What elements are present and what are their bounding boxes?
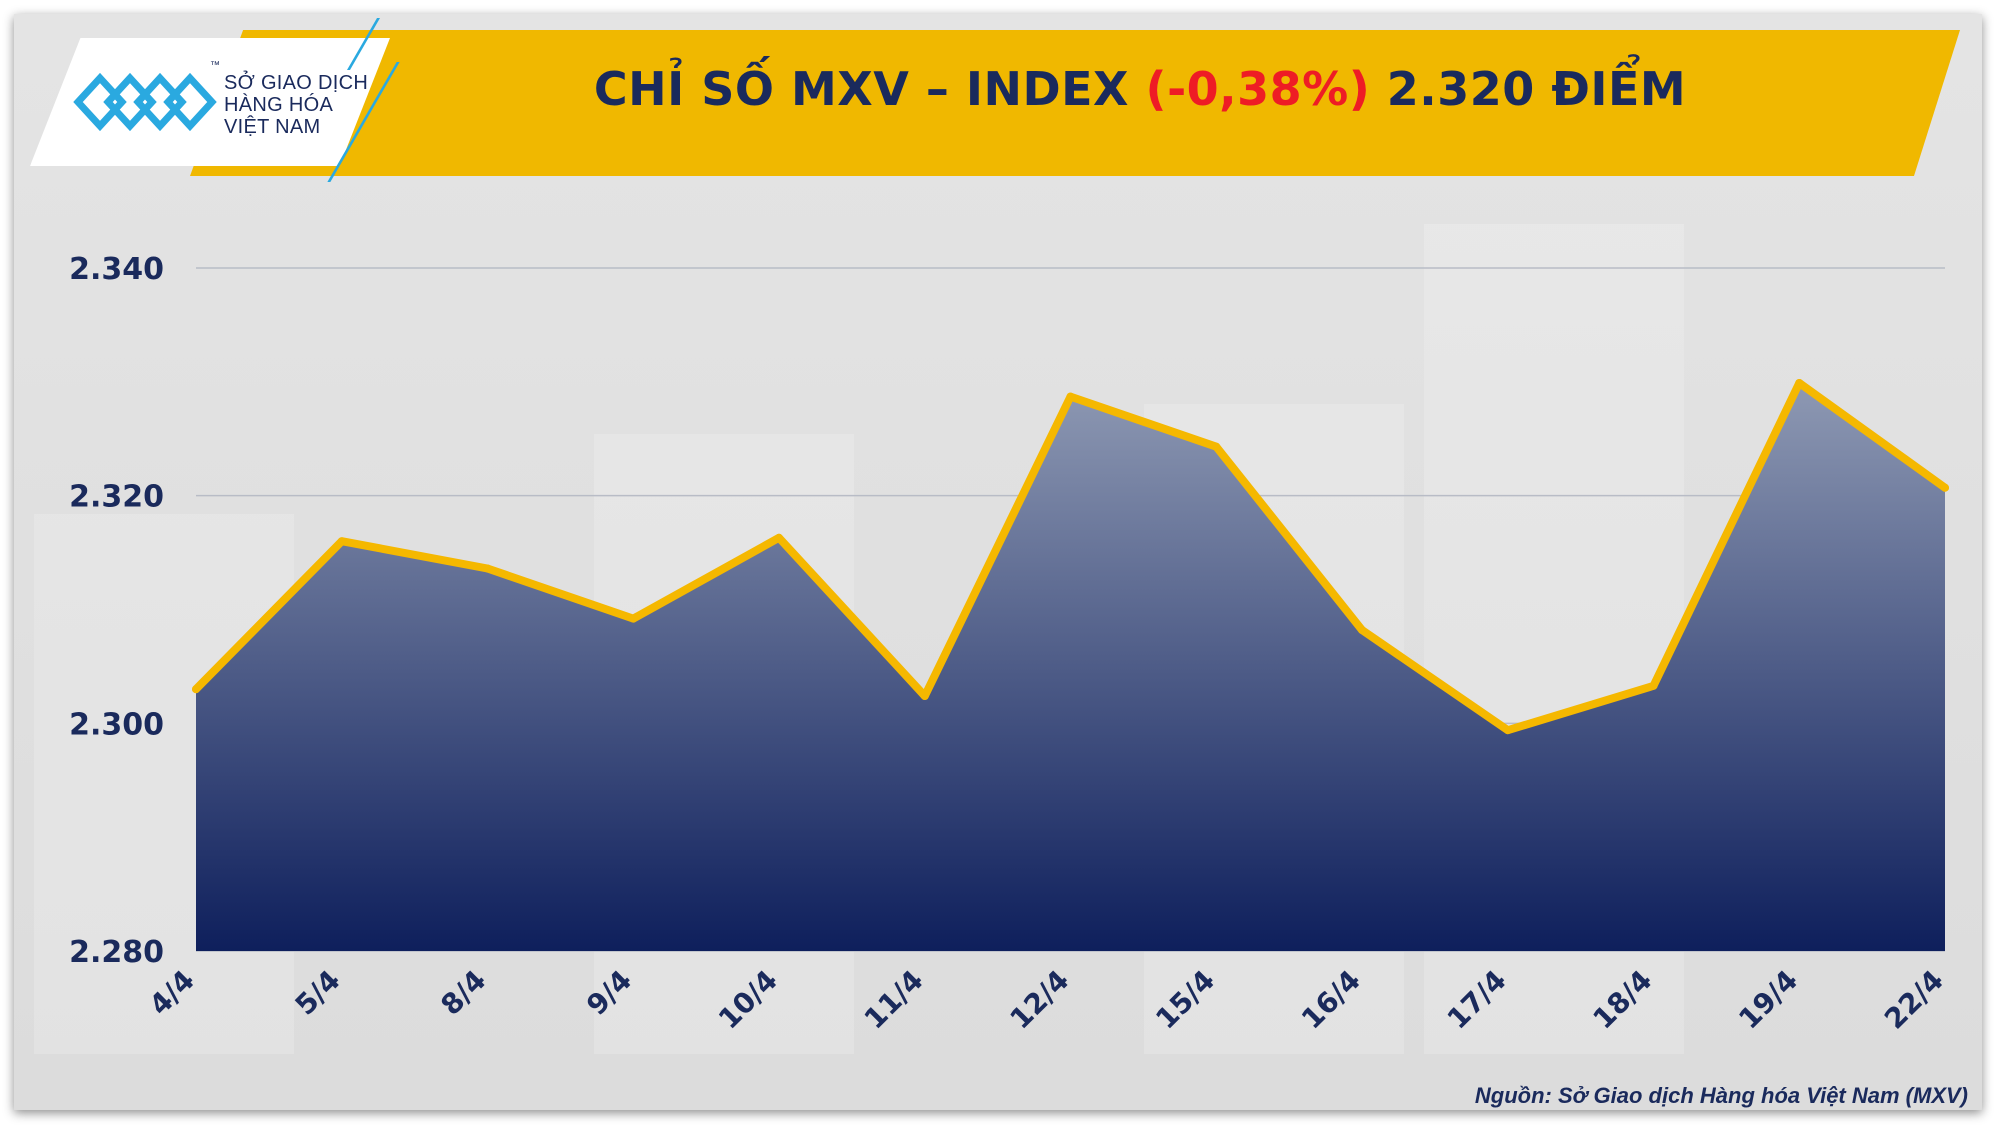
data-point <box>1503 726 1512 735</box>
y-tick-label: 2.320 <box>69 480 164 515</box>
data-point <box>192 685 200 694</box>
x-tick-label: 17/4 <box>1441 964 1513 1036</box>
data-point <box>1795 378 1804 387</box>
x-tick-label: 18/4 <box>1587 964 1659 1036</box>
logo-panel: ™ <box>30 38 390 166</box>
x-tick-label: 11/4 <box>858 964 930 1036</box>
logo-line-1: SỞ GIAO DỊCH <box>224 72 369 94</box>
x-tick-label: 10/4 <box>712 964 784 1036</box>
data-point <box>629 614 638 623</box>
y-tick-label: 2.280 <box>69 935 164 970</box>
data-point <box>1212 442 1221 451</box>
data-point <box>1649 681 1658 690</box>
x-tick-label: 12/4 <box>1004 964 1076 1036</box>
logo-text: SỞ GIAO DỊCH HÀNG HÓA VIỆT NAM <box>224 72 368 138</box>
title-band <box>190 30 1960 176</box>
chart-title: CHỈ SỐ MXV – INDEX (-0,38%) 2.320 ĐIỂM <box>420 62 1860 116</box>
x-tick-label: 4/4 <box>143 964 201 1022</box>
title-change-percent: (-0,38%) <box>1145 62 1371 116</box>
title-value: 2.320 ĐIỂM <box>1386 62 1687 116</box>
index-area-fill <box>196 383 1945 951</box>
source-note: Nguồn: Sở Giao dịch Hàng hóa Việt Nam (M… <box>1474 1083 1968 1108</box>
x-tick-label: 22/4 <box>1878 964 1950 1036</box>
data-point <box>775 533 783 542</box>
y-tick-label: 2.340 <box>69 252 164 287</box>
data-point <box>337 537 346 546</box>
y-tick-label: 2.300 <box>69 707 164 742</box>
data-point <box>1066 392 1075 401</box>
title-prefix: CHỈ SỐ MXV – INDEX <box>593 62 1130 116</box>
x-tick-label: 19/4 <box>1732 964 1804 1036</box>
logo-line-2: HÀNG HÓA <box>224 94 334 116</box>
mxv-logo-icon <box>73 72 217 132</box>
x-tick-label: 5/4 <box>289 964 347 1022</box>
logo-line-3: VIỆT NAM <box>224 116 321 138</box>
data-point <box>1941 483 1949 492</box>
x-tick-label: 16/4 <box>1295 964 1367 1036</box>
trademark-symbol: ™ <box>210 60 220 71</box>
x-tick-label: 9/4 <box>580 964 638 1022</box>
x-tick-label: 8/4 <box>434 964 492 1022</box>
x-tick-label: 15/4 <box>1149 964 1221 1036</box>
data-point <box>1358 625 1366 634</box>
data-point <box>920 692 929 701</box>
data-point <box>483 564 492 573</box>
